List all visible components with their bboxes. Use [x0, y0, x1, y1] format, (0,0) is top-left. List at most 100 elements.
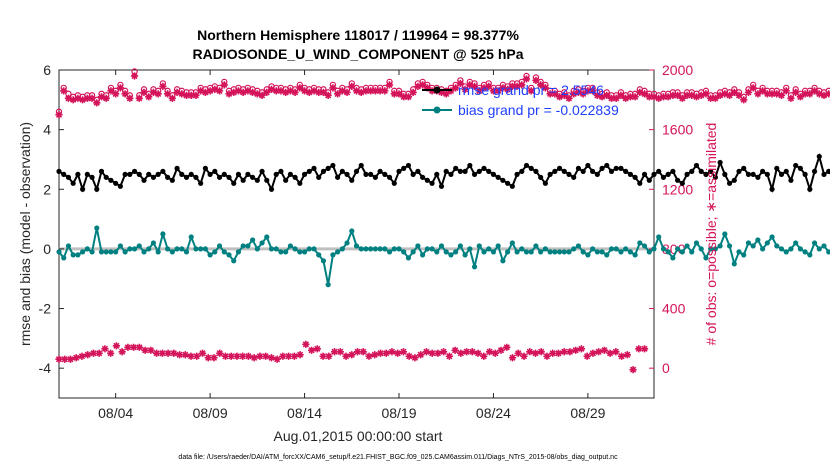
obs-assimilated-point [60, 87, 68, 95]
rmse-point [519, 168, 525, 174]
obs-assimilated-point [485, 348, 494, 356]
obs-assimilated-point [650, 93, 658, 101]
rmse-point [344, 171, 350, 177]
obs-assimilated-point [456, 79, 464, 88]
rmse-point [335, 174, 341, 180]
bias-point [344, 240, 350, 246]
obs-assimilated-point [825, 90, 830, 98]
rmse-point [264, 177, 270, 183]
rmse-point [646, 177, 652, 183]
rmse-point [226, 174, 232, 180]
obs-assimilated-point [305, 88, 313, 96]
bias-point [500, 258, 506, 264]
obs-assimilated-point [371, 87, 379, 95]
obs-assimilated-point [626, 93, 634, 101]
rmse-point [353, 168, 360, 174]
bias-point [509, 240, 515, 246]
rmse-point [712, 174, 718, 180]
obs-assimilated-point [310, 87, 318, 95]
rmse-point [420, 174, 426, 180]
obs-assimilated-point [497, 346, 505, 354]
series-bias [56, 225, 830, 288]
rmse-point [717, 159, 723, 166]
bias-point [301, 249, 308, 255]
bias-point [811, 240, 818, 246]
rmse-point [750, 171, 756, 177]
obs-assimilated-point [442, 90, 450, 98]
rmse-point [618, 165, 624, 171]
obs-assimilated-point [107, 87, 115, 95]
bias-point [160, 231, 166, 237]
obs-assimilated-point [744, 88, 753, 96]
left-y-tick-label: 0 [43, 241, 51, 257]
rmse-point [382, 171, 388, 177]
rmse-point [613, 165, 619, 171]
obs-assimilated-point [388, 348, 396, 356]
bias-point [183, 249, 190, 255]
rmse-point [722, 171, 728, 177]
rmse-point [547, 171, 553, 177]
obs-assimilated-point [445, 352, 453, 360]
obs-assimilated-point [560, 348, 568, 356]
rmse-point [509, 183, 515, 189]
obs-assimilated-point [118, 348, 126, 356]
obs-assimilated-point [674, 91, 682, 99]
bias-point [396, 246, 402, 252]
chart-title-line2: RADIOSONDE_U_WIND_COMPONENT @ 525 hPa [192, 46, 523, 62]
legend-bias-label: bias grand pr = -0.022839 [458, 102, 619, 118]
bias-point [70, 252, 76, 258]
obs-assimilated-point [631, 93, 639, 101]
bias-point [627, 249, 633, 255]
rmse-point [599, 165, 605, 171]
bias-point [429, 246, 435, 252]
rmse-point [585, 162, 591, 169]
bias-point [750, 243, 756, 249]
bias-point [632, 252, 638, 258]
obs-assimilated-point [491, 349, 499, 357]
bias-point [174, 246, 180, 252]
obs-assimilated-point [385, 81, 394, 89]
rmse-point [424, 177, 430, 183]
bias-point [297, 249, 303, 255]
obs-assimilated-point [365, 352, 373, 360]
obs-assimilated-point [409, 88, 417, 96]
obs-assimilated-point [145, 93, 153, 101]
bias-point [726, 243, 733, 249]
obs-assimilated-point [423, 84, 431, 92]
rmse-point [297, 180, 303, 186]
rmse-point [774, 165, 780, 171]
rmse-point [183, 174, 190, 180]
bias-point [736, 249, 742, 255]
obs-assimilated-point [112, 342, 121, 350]
rmse-point [651, 171, 657, 177]
obs-assimilated-point [93, 99, 101, 107]
bias-point [122, 249, 128, 255]
bias-point [339, 246, 345, 252]
obs-assimilated-point [777, 91, 786, 99]
bias-point [656, 234, 662, 240]
obs-assimilated-point [338, 87, 346, 95]
obs-assimilated-point [376, 87, 384, 95]
obs-assimilated-point [612, 94, 620, 102]
obs-assimilated-point [233, 352, 241, 360]
bias-point [415, 243, 421, 249]
bias-point [665, 249, 671, 255]
obs-assimilated-point [362, 87, 370, 95]
bias-point [169, 249, 175, 255]
obs-assimilated-point [239, 352, 247, 360]
obs-assimilated-point [66, 355, 75, 363]
obs-assimilated-point [434, 349, 442, 357]
obs-assimilated-point [263, 88, 271, 96]
bias-point [75, 252, 81, 258]
rmse-point [372, 174, 378, 180]
rmse-point [136, 171, 142, 177]
bias-point [113, 249, 119, 255]
rmse-point [127, 171, 133, 177]
bias-point [670, 255, 676, 261]
rmse-point [415, 168, 421, 174]
bias-point [807, 252, 813, 258]
bias-point [556, 249, 563, 255]
obs-assimilated-point [262, 352, 270, 360]
obs-assimilated-point [466, 81, 474, 89]
bias-point [434, 249, 440, 255]
